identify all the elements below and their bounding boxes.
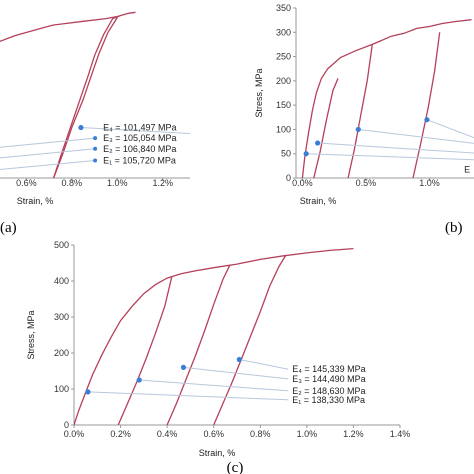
x-tick-label: 0.5% — [356, 178, 377, 188]
modulus-annotation: E₁ = 138,330 MPa — [292, 395, 365, 405]
series-group — [301, 19, 474, 178]
x-tick-label: 0.6% — [16, 178, 37, 188]
modulus-marker — [93, 136, 98, 141]
modulus-marker — [93, 146, 98, 151]
y-tick-label: 350 — [276, 3, 291, 13]
series-group — [74, 247, 354, 425]
leader-line — [239, 358, 289, 370]
leader-line — [80, 127, 190, 135]
series-line — [117, 276, 173, 425]
y-tick-label: 0 — [64, 420, 69, 430]
modulus-marker — [78, 124, 84, 131]
modulus-marker — [85, 389, 91, 395]
y-tick-label: 150 — [276, 100, 291, 110]
leader-line — [0, 148, 96, 159]
leader-line — [317, 142, 474, 154]
x-tick-label: 1.0% — [419, 178, 440, 188]
modulus-marker — [236, 356, 242, 363]
leader-line — [87, 391, 289, 401]
y-tick-label: 200 — [276, 76, 291, 86]
modulus-marker — [424, 117, 430, 123]
x-tick-label: 1.4% — [390, 429, 411, 439]
series-line — [313, 78, 339, 178]
series-line — [52, 17, 118, 178]
modulus-annotation: E — [464, 164, 470, 174]
y-axis-label: Stress, MPa — [26, 310, 36, 359]
x-axis-label: Strain, % — [300, 196, 337, 206]
leader-line — [183, 366, 289, 380]
x-tick-label: 0.6% — [203, 429, 224, 439]
modulus-annotation: E₂ = 106,840 MPa — [103, 144, 176, 154]
y-tick-label: 250 — [276, 52, 291, 62]
y-tick-label: 500 — [54, 240, 69, 250]
x-tick-label: 0.4% — [157, 429, 178, 439]
y-tick-label: 300 — [54, 312, 69, 322]
series-line — [301, 19, 472, 178]
chart-panel-b: 0.0% 0.5% 1.0% 0 50 100 150 200 250 300 350 Strain,… — [254, 3, 474, 236]
leader-line — [0, 137, 96, 148]
panel-label: (b) — [445, 220, 463, 236]
x-tick-label: 1.0% — [107, 178, 128, 188]
x-axis-label: Strain, % — [199, 448, 236, 458]
y-tick-label: 300 — [276, 27, 291, 37]
leader-line — [306, 153, 474, 161]
modulus-annotation: E₃ = 144,490 MPa — [292, 374, 365, 384]
series-group — [0, 11, 190, 178]
modulus-marker — [93, 158, 98, 163]
modulus-annotation: E₁ = 105,720 MPa — [103, 155, 176, 165]
leader-line — [139, 379, 289, 392]
series-line — [52, 15, 120, 178]
y-tick-label: 50 — [281, 149, 291, 159]
series-line — [412, 32, 441, 178]
modulus-marker — [136, 377, 142, 383]
x-tick-label: 0.0% — [292, 178, 313, 188]
series-line — [0, 23, 63, 43]
y-tick-label: 100 — [276, 124, 291, 134]
panel-label: (a) — [0, 220, 17, 236]
modulus-marker — [303, 151, 309, 157]
x-tick-label: 0.0% — [64, 429, 85, 439]
x-tick-label: 1.0% — [297, 429, 318, 439]
x-tick-label: 0.8% — [62, 178, 83, 188]
y-tick-label: 400 — [54, 276, 69, 286]
chart-panel-c: 0.0% 0.2% 0.4% 0.6% 0.8% 1.0% 1.2% 1.4% 0 100 200 3… — [26, 240, 410, 474]
leader-line — [0, 159, 96, 171]
modulus-annotation: E₃ = 105,054 MPa — [103, 133, 176, 143]
y-axis-label: Stress, MPa — [254, 68, 264, 117]
modulus-annotation: E₂ = 148,630 MPa — [292, 386, 365, 396]
y-tick-label: 100 — [54, 384, 69, 394]
x-axis-label: Strain, % — [17, 196, 54, 206]
leader-line — [358, 128, 474, 144]
series-line — [166, 264, 231, 425]
modulus-marker — [180, 364, 187, 370]
x-tick-label: 0.8% — [250, 429, 271, 439]
leader-line — [426, 119, 474, 139]
series-line — [213, 254, 287, 425]
modulus-marker — [315, 140, 321, 146]
panel-label: (c) — [227, 460, 244, 474]
y-tick-label: 0 — [286, 173, 291, 183]
series-line — [347, 44, 373, 178]
series-line — [74, 247, 354, 425]
x-tick-label: 1.2% — [152, 178, 173, 188]
chart-panel-a: 0.6% 0.8% 1.0% 1.2% Strain, % E₄ = 101,497 MP… — [0, 11, 190, 236]
series-line — [62, 11, 136, 25]
x-tick-label: 1.2% — [343, 429, 364, 439]
modulus-marker — [355, 126, 361, 133]
x-tick-label: 0.2% — [110, 429, 131, 439]
y-tick-label: 200 — [54, 348, 69, 358]
modulus-annotation: E₄ = 101,497 MPa — [103, 123, 176, 133]
modulus-annotation: E₄ = 145,339 MPa — [292, 364, 365, 374]
